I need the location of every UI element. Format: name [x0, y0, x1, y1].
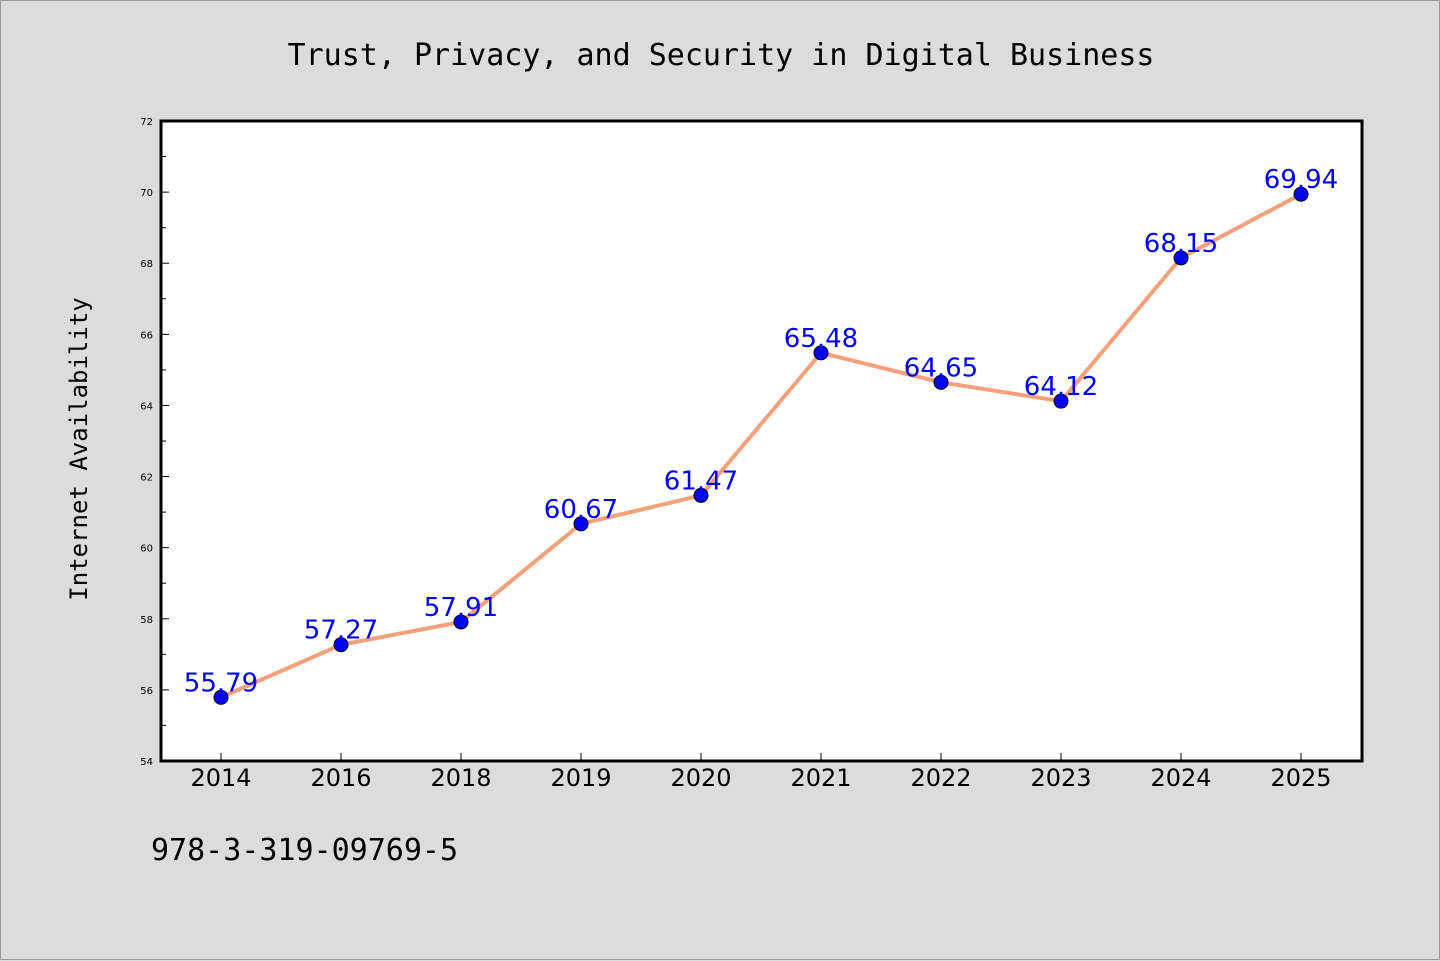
data-label: 64.65: [904, 353, 978, 383]
chart-title: Trust, Privacy, and Security in Digital …: [288, 38, 1155, 73]
series-polyline: [220, 192, 1302, 700]
y-axis-label: Internet Availability: [65, 297, 93, 600]
x-tick-label: 2022: [910, 764, 971, 792]
isbn-footer: 978-3-319-09769-5: [151, 833, 459, 868]
data-point: [573, 516, 589, 532]
y-tick-label: 60: [140, 544, 153, 555]
data-point: [333, 637, 349, 653]
x-tick-label: 2020: [670, 764, 731, 792]
y-tick-label: 62: [140, 473, 153, 484]
data-point: [213, 689, 229, 705]
data-point: [1293, 186, 1309, 202]
x-tick-label: 2021: [790, 764, 851, 792]
data-point: [453, 614, 469, 630]
y-axis: 54 56 58 60 62 64 66 68 70 72: [140, 117, 169, 768]
y-tick-label: 66: [140, 330, 153, 341]
x-axis: 2014 2016 2018 2019 2020 2021 2022 2023 2024 2025: [190, 753, 1332, 792]
x-tick-label: 2014: [190, 764, 251, 792]
data-label: 68.15: [1144, 229, 1218, 259]
data-label: 55.79: [184, 668, 258, 698]
plot-area: [159, 119, 1364, 763]
data-point: [1053, 393, 1069, 409]
y-tick-label: 56: [140, 686, 153, 697]
y-tick-label: 72: [140, 117, 153, 128]
data-label: 61.47: [664, 466, 738, 496]
data-label: 64.12: [1024, 372, 1098, 402]
data-label: 57.91: [424, 593, 498, 623]
data-point: [1173, 250, 1189, 266]
x-tick-label: 2023: [1030, 764, 1091, 792]
y-tick-label: 58: [140, 615, 153, 626]
x-tick-label: 2016: [310, 764, 371, 792]
data-label: 69.94: [1264, 165, 1338, 195]
y-tick-label: 54: [140, 757, 153, 768]
y-tick-label: 64: [140, 401, 153, 412]
x-tick-label: 2018: [430, 764, 491, 792]
data-point: [693, 487, 709, 503]
data-label: 60.67: [544, 495, 618, 525]
series-line: [220, 192, 1302, 700]
data-point: [933, 374, 949, 390]
series-markers: [213, 186, 1309, 705]
data-point: [813, 345, 829, 361]
x-tick-label: 2025: [1270, 764, 1331, 792]
y-tick-label: 70: [140, 188, 153, 199]
data-label: 57.27: [304, 616, 378, 646]
data-labels: 55.79 57.27 57.91 60.67 61.47 65.48 64.65 64.12…: [184, 165, 1338, 698]
y-tick-label: 68: [140, 259, 153, 270]
x-tick-label: 2019: [550, 764, 611, 792]
x-tick-label: 2024: [1150, 764, 1211, 792]
data-label: 65.48: [784, 324, 858, 354]
